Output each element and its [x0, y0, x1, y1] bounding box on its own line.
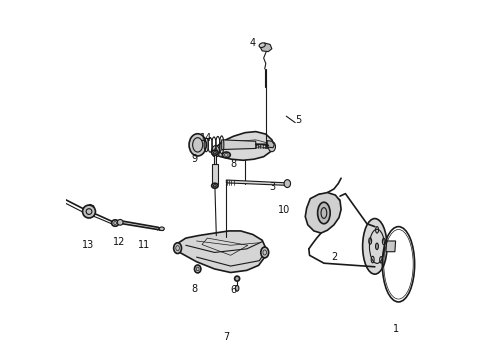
Ellipse shape — [112, 220, 119, 226]
Polygon shape — [221, 140, 256, 149]
Polygon shape — [386, 241, 395, 252]
Text: 4: 4 — [249, 38, 255, 48]
Polygon shape — [226, 180, 287, 185]
Ellipse shape — [189, 134, 206, 156]
Polygon shape — [176, 231, 266, 273]
Ellipse shape — [117, 220, 123, 225]
Ellipse shape — [212, 145, 220, 157]
Polygon shape — [122, 221, 162, 230]
Ellipse shape — [363, 219, 387, 274]
Text: 5: 5 — [295, 115, 302, 125]
Text: 11: 11 — [138, 240, 150, 250]
Polygon shape — [267, 140, 274, 148]
Ellipse shape — [212, 150, 218, 155]
Ellipse shape — [235, 276, 240, 281]
Text: 13: 13 — [82, 240, 94, 250]
Text: 12: 12 — [113, 237, 125, 247]
Text: 9: 9 — [191, 154, 197, 164]
Polygon shape — [214, 154, 216, 164]
Ellipse shape — [261, 247, 269, 258]
Ellipse shape — [269, 141, 275, 152]
Ellipse shape — [159, 227, 164, 230]
Ellipse shape — [173, 243, 181, 253]
Ellipse shape — [318, 202, 330, 224]
Ellipse shape — [212, 183, 218, 188]
Ellipse shape — [222, 152, 230, 158]
Circle shape — [82, 205, 96, 218]
Text: 8: 8 — [230, 159, 237, 169]
Text: 3: 3 — [269, 182, 275, 192]
Ellipse shape — [235, 285, 239, 291]
Polygon shape — [305, 193, 341, 233]
Text: 8: 8 — [191, 284, 197, 294]
Ellipse shape — [284, 180, 291, 188]
Text: 14: 14 — [200, 133, 212, 143]
Ellipse shape — [259, 43, 265, 48]
Ellipse shape — [375, 243, 378, 249]
Text: 7: 7 — [223, 332, 229, 342]
Text: 6: 6 — [230, 285, 237, 296]
Text: 1: 1 — [392, 324, 399, 334]
Polygon shape — [212, 164, 218, 184]
Polygon shape — [259, 43, 272, 51]
Ellipse shape — [195, 265, 201, 273]
Text: 10: 10 — [278, 206, 290, 216]
Text: 2: 2 — [331, 252, 337, 262]
Polygon shape — [212, 132, 274, 160]
